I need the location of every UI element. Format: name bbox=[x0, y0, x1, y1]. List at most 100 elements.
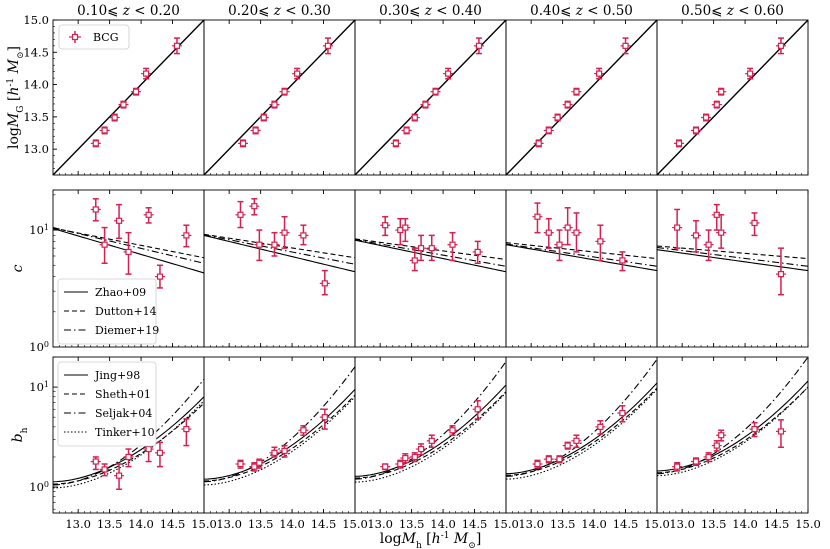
data-point bbox=[554, 229, 565, 262]
data-point bbox=[123, 231, 134, 275]
model-curve-tinker-10 bbox=[506, 388, 657, 480]
data-point bbox=[131, 87, 142, 96]
x-tick-label: 13.5 bbox=[97, 517, 123, 531]
square-marker bbox=[271, 449, 278, 456]
panel-bias-4: 13.0 13.5 14.0 14.5 15.0 bbox=[505, 356, 670, 531]
panel-title: 0.50⩽ z < 0.60 bbox=[681, 3, 784, 19]
square-marker bbox=[294, 70, 301, 77]
square-marker bbox=[256, 459, 263, 466]
data-point bbox=[269, 100, 280, 109]
panel-concentration-5 bbox=[656, 189, 809, 348]
square-marker bbox=[534, 213, 541, 220]
square-marker bbox=[692, 127, 700, 134]
square-marker bbox=[713, 442, 720, 449]
square-marker bbox=[564, 442, 571, 449]
plot-area bbox=[355, 361, 506, 483]
x-tick-label: 13.0 bbox=[669, 517, 695, 531]
x-tick-label: 14.5 bbox=[613, 517, 639, 531]
square-marker bbox=[535, 140, 542, 147]
panel-concentration-4 bbox=[505, 189, 658, 348]
model-curve-dutton-14 bbox=[204, 233, 355, 259]
model-curve-tinker-10 bbox=[355, 392, 506, 483]
data-point bbox=[90, 198, 101, 222]
legend-label: Diemer+19 bbox=[95, 324, 159, 337]
model-curve-dutton-14 bbox=[506, 242, 657, 260]
square-marker bbox=[402, 224, 409, 231]
square-marker bbox=[411, 257, 418, 264]
square-marker bbox=[397, 226, 404, 234]
panel-frame bbox=[656, 189, 809, 348]
data-point bbox=[99, 463, 110, 477]
panel-concentration-3 bbox=[354, 189, 507, 348]
y-label-bias: bh bbox=[10, 427, 30, 442]
y-axis-bias: 100 101 bh bbox=[10, 356, 58, 510]
model-curve-dutton-14 bbox=[657, 245, 808, 260]
square-marker bbox=[718, 229, 725, 236]
square-marker bbox=[751, 425, 758, 433]
square-marker bbox=[411, 114, 418, 121]
square-marker bbox=[675, 140, 683, 147]
square-marker bbox=[92, 140, 99, 147]
square-marker bbox=[556, 241, 563, 248]
square-marker bbox=[183, 425, 190, 433]
data-point bbox=[703, 452, 714, 463]
y-tick-label: 101 bbox=[29, 223, 49, 238]
square-marker bbox=[125, 453, 132, 461]
square-marker bbox=[705, 241, 712, 248]
data-point bbox=[279, 87, 290, 96]
data-point bbox=[571, 87, 582, 96]
data-point bbox=[473, 37, 484, 55]
panel-bias-1: 13.0 13.5 14.0 14.5 15.0 bbox=[52, 356, 217, 531]
model-curve-zhao-09 bbox=[506, 244, 657, 272]
panel-mass-3: 0.30⩽ z < 0.40 bbox=[354, 3, 507, 176]
data-point bbox=[532, 459, 543, 469]
square-marker bbox=[545, 456, 552, 463]
data-point bbox=[620, 37, 631, 55]
square-marker bbox=[239, 140, 247, 147]
data-point bbox=[235, 200, 246, 229]
model-curve-diemer-19 bbox=[204, 234, 355, 265]
square-marker bbox=[392, 140, 399, 147]
data-point bbox=[426, 434, 437, 449]
data-point bbox=[775, 37, 786, 55]
square-marker bbox=[596, 70, 603, 77]
panel-concentration-1 bbox=[52, 189, 205, 348]
legend-label: Zhao+09 bbox=[95, 286, 146, 299]
square-marker bbox=[115, 472, 123, 479]
square-marker bbox=[92, 206, 99, 213]
x-tick-label: 14.0 bbox=[581, 517, 607, 531]
data-point bbox=[554, 455, 565, 464]
square-marker bbox=[718, 432, 725, 439]
data-point bbox=[691, 126, 702, 135]
model-curve-jing-98 bbox=[657, 380, 808, 472]
data-point bbox=[443, 67, 454, 80]
data-point bbox=[543, 126, 554, 135]
data-point bbox=[171, 37, 182, 55]
square-marker bbox=[324, 42, 332, 49]
data-point bbox=[472, 400, 483, 420]
data-point bbox=[775, 247, 786, 296]
legend-label: Dutton+14 bbox=[95, 305, 157, 318]
data-point bbox=[416, 234, 427, 262]
data-point bbox=[749, 421, 760, 438]
data-point bbox=[447, 425, 458, 436]
data-point bbox=[114, 463, 125, 491]
square-marker bbox=[183, 232, 190, 239]
x-tick-label: 13.0 bbox=[216, 517, 242, 531]
y-tick-label: 100 bbox=[29, 340, 49, 355]
panel-frame bbox=[203, 356, 356, 514]
data-point bbox=[672, 462, 683, 472]
square-marker bbox=[747, 70, 754, 77]
panel-frame bbox=[505, 356, 658, 514]
square-marker bbox=[702, 114, 710, 121]
y-axis-mass: 13.0 13.5 14.0 14.5 15.0 logMG [h-1 M⊙] bbox=[6, 13, 57, 169]
plot-area bbox=[53, 20, 204, 175]
data-point bbox=[154, 264, 165, 289]
model-curve-zhao-09 bbox=[204, 234, 355, 273]
plot-area bbox=[506, 202, 657, 272]
data-point bbox=[118, 100, 129, 109]
data-point bbox=[562, 207, 573, 246]
model-curve-seljak-04 bbox=[204, 366, 355, 483]
data-point bbox=[298, 224, 309, 246]
data-point bbox=[716, 429, 727, 442]
